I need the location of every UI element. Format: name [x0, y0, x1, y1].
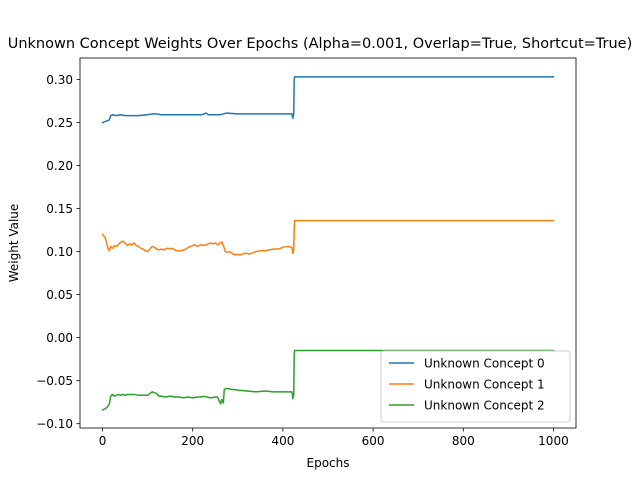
x-tick-label: 200: [181, 434, 204, 448]
chart-title: Unknown Concept Weights Over Epochs (Alp…: [8, 36, 633, 52]
legend-label: Unknown Concept 2: [424, 398, 545, 412]
series-line-2: [101, 349, 555, 411]
y-tick-label: 0.25: [46, 116, 73, 130]
x-axis: 0 200 400 600 800 1000: [99, 428, 569, 448]
series-line-0: [101, 76, 555, 124]
y-tick-label: 0.15: [46, 202, 73, 216]
y-tick-label: 0.20: [46, 159, 73, 173]
series-layer: [101, 76, 555, 411]
x-axis-label: Epochs: [307, 456, 350, 470]
x-tick-label: 400: [271, 434, 294, 448]
x-tick-label: 0: [99, 434, 107, 448]
x-tick-label: 1000: [538, 434, 569, 448]
legend-label: Unknown Concept 1: [424, 377, 545, 391]
y-tick-label: 0.30: [46, 73, 73, 87]
y-tick-label: −0.05: [36, 374, 73, 388]
y-tick-label: −0.10: [36, 417, 73, 431]
legend-box: [380, 350, 571, 423]
plot-frame: [79, 57, 577, 429]
y-axis-label: Weight Value: [7, 204, 21, 283]
x-tick-label: 600: [362, 434, 385, 448]
y-tick-label: 0.00: [46, 331, 73, 345]
legend: Unknown Concept 0 Unknown Concept 1 Unknow…: [380, 350, 571, 423]
y-tick-label: 0.05: [46, 288, 73, 302]
y-axis: −0.10 −0.05 0.00 0.05 0.10 0.15 0.20 0.25 0.30: [36, 73, 80, 431]
y-tick-label: 0.10: [46, 245, 73, 259]
x-tick-label: 800: [452, 434, 475, 448]
series-line-1: [101, 219, 555, 256]
legend-label: Unknown Concept 0: [424, 356, 545, 370]
